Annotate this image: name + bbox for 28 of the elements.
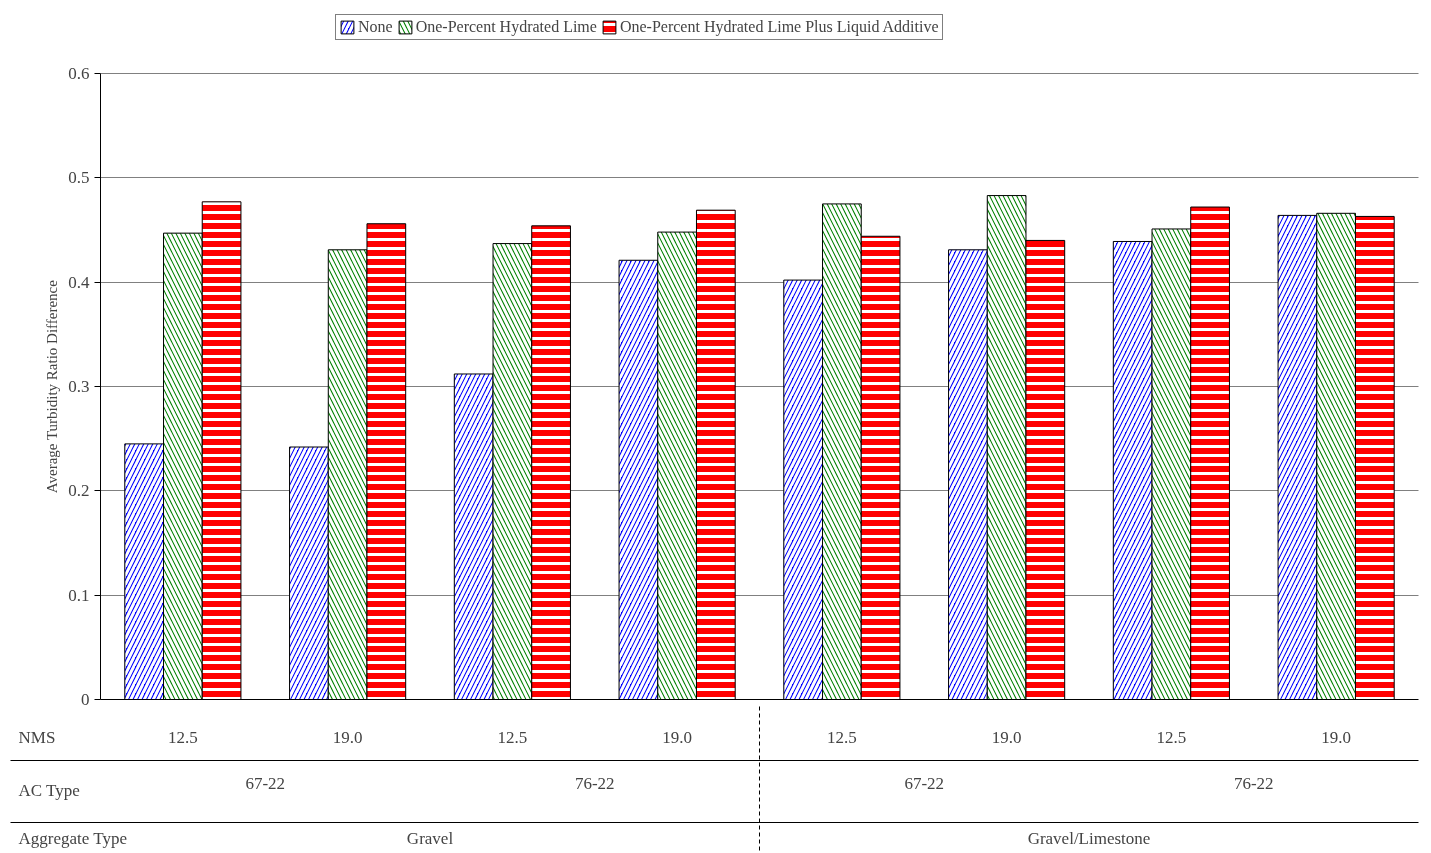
x-tick-label: 19.0 bbox=[662, 728, 692, 747]
y-tick-label: 0.2 bbox=[68, 481, 90, 501]
x-tick-label: 19.0 bbox=[991, 728, 1022, 747]
text: Gravel/Limestone bbox=[1027, 829, 1151, 848]
x-tick-label: 19.0 bbox=[332, 728, 363, 747]
y-tick-label: 0.6 bbox=[68, 64, 90, 83]
x-tick-label: 12.5 bbox=[168, 728, 198, 747]
text: Gravel bbox=[406, 829, 454, 848]
x-axis-title: NMS bbox=[18, 728, 56, 747]
legend-label: One-Percent Hydrated Lime bbox=[415, 18, 597, 36]
x-tick-label: 12.5 bbox=[497, 728, 528, 747]
y-axis-title: Average Turbidity Ratio Difference bbox=[44, 279, 61, 494]
y-tick-label: 0.4 bbox=[68, 272, 90, 292]
y-tick-label: 0 bbox=[81, 690, 90, 709]
y-tick-label: 0.1 bbox=[68, 585, 90, 605]
text: Aggregate Type bbox=[18, 829, 127, 848]
y-tick-label: 0.5 bbox=[68, 168, 90, 188]
text: 67-22 bbox=[904, 774, 945, 793]
x-tick-label: 19.0 bbox=[1321, 728, 1351, 747]
text: 76-22 bbox=[1233, 774, 1274, 793]
legend-label: One-Percent Hydrated Lime Plus Liquid Additive bbox=[619, 18, 939, 36]
text: 76-22 bbox=[574, 774, 615, 793]
text: AC Type bbox=[18, 781, 80, 800]
x-tick-label: 12.5 bbox=[827, 728, 857, 747]
text: 67-22 bbox=[245, 774, 286, 793]
legend-label: None bbox=[358, 18, 393, 36]
y-tick-label: 0.3 bbox=[68, 377, 90, 396]
x-tick-label: 12.5 bbox=[1156, 728, 1187, 747]
